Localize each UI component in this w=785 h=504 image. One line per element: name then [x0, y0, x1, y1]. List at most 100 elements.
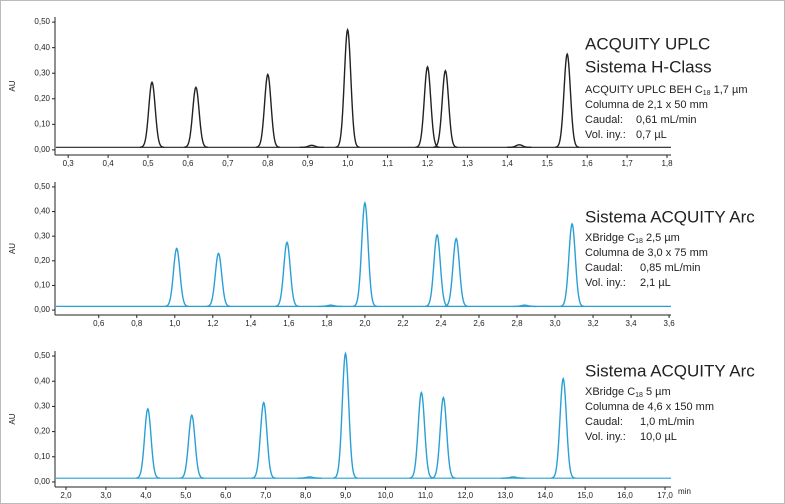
peak: [183, 86, 209, 148]
column-dimensions: Columna de 2,1 x 50 mm: [585, 99, 708, 111]
column-subscript: 18: [703, 90, 711, 97]
x-tick-label: 1,8: [661, 159, 673, 168]
peak: [179, 413, 204, 479]
flow-label: Caudal:: [585, 114, 623, 126]
column-suffix: 5 µm: [643, 386, 671, 398]
y-axis-label: AU: [8, 243, 17, 254]
x-tick-label: 13,0: [497, 491, 513, 500]
x-tick-label: 1,0: [169, 319, 181, 328]
flow-label: Caudal:: [585, 416, 623, 428]
column-name: XBridge C18 2,5 µm: [585, 232, 680, 245]
x-tick-label: 10,0: [378, 491, 394, 500]
x-tick-label: 3,2: [587, 319, 599, 328]
y-axis-label: AU: [8, 413, 17, 424]
x-tick-label: 8,0: [300, 491, 312, 500]
peak: [415, 65, 440, 148]
peak: [251, 401, 276, 479]
y-axis-label: AU: [8, 80, 17, 91]
x-tick-label: 0,6: [93, 319, 105, 328]
x-tick-label: 1,7: [622, 159, 634, 168]
x-tick-label: 5,0: [180, 491, 192, 500]
x-tick-label: 0,7: [222, 159, 234, 168]
column-suffix: 2,5 µm: [643, 232, 680, 244]
column-subscript: 18: [635, 392, 643, 399]
x-tick-label: 15,0: [577, 491, 593, 500]
x-tick-label: 12,0: [458, 491, 474, 500]
x-axis-label: min: [678, 487, 691, 496]
y-tick-label: 0,30: [34, 402, 50, 411]
peak: [318, 304, 343, 308]
peak: [433, 69, 458, 148]
peak: [555, 52, 580, 148]
column-suffix: 1,7 µm: [711, 84, 748, 96]
y-tick-label: 0,40: [34, 207, 50, 216]
x-tick-label: 1,4: [245, 319, 257, 328]
x-tick-label: 1,5: [542, 159, 554, 168]
peak: [333, 351, 358, 479]
volume-label: Vol. iny.:: [585, 277, 626, 289]
volume-label: Vol. iny.:: [585, 129, 626, 141]
x-tick-label: 2,0: [60, 491, 72, 500]
peak: [501, 476, 526, 479]
x-tick-label: 0,5: [142, 159, 154, 168]
y-tick-label: 0,00: [34, 145, 50, 154]
volume-label: Vol. iny.:: [585, 431, 626, 443]
y-tick-label: 0,30: [34, 68, 50, 77]
x-tick-label: 2,6: [473, 319, 485, 328]
x-tick-label: 11,0: [418, 491, 434, 500]
peak: [135, 407, 160, 479]
x-tick-label: 1,8: [321, 319, 333, 328]
x-tick-label: 0,8: [131, 319, 143, 328]
volume-value: 2,1 µL: [640, 277, 671, 289]
column-subscript: 18: [635, 238, 643, 245]
x-tick-label: 1,4: [502, 159, 514, 168]
peak: [139, 80, 165, 148]
column-name: ACQUITY UPLC BEH C18 1,7 µm: [585, 84, 747, 97]
panel-title: Sistema ACQUITY Arc: [585, 361, 755, 380]
x-tick-label: 1,6: [582, 159, 594, 168]
x-tick-label: 1,2: [422, 159, 434, 168]
y-tick-label: 0,40: [34, 43, 50, 52]
y-tick-label: 0,30: [34, 231, 50, 240]
x-tick-label: 0,4: [103, 159, 115, 168]
x-tick-label: 14,0: [537, 491, 553, 500]
x-tick-label: 3,6: [664, 319, 676, 328]
x-tick-label: 17,0: [657, 491, 673, 500]
x-tick-label: 3,0: [549, 319, 561, 328]
panel-title: Sistema ACQUITY Arc: [585, 207, 755, 226]
x-tick-label: 0,8: [262, 159, 274, 168]
x-tick-label: 3,4: [626, 319, 638, 328]
y-tick-label: 0,10: [34, 281, 50, 290]
peak: [164, 247, 189, 307]
peak: [352, 200, 378, 307]
flow-label: Caudal:: [585, 262, 623, 274]
x-tick-label: 6,0: [220, 491, 232, 500]
peak: [409, 391, 434, 479]
column-dimensions: Columna de 3,0 x 75 mm: [585, 247, 708, 259]
y-tick-label: 0,10: [34, 452, 50, 461]
peak: [255, 73, 280, 148]
y-tick-label: 0,20: [34, 256, 50, 265]
peak: [425, 233, 450, 307]
x-tick-label: 1,0: [342, 159, 354, 168]
x-tick-label: 2,0: [359, 319, 371, 328]
y-tick-label: 0,00: [34, 477, 50, 486]
peak: [431, 396, 456, 479]
panel-title: ACQUITY UPLC: [585, 34, 710, 53]
flow-value: 0,85 mL/min: [640, 262, 701, 274]
column-prefix: XBridge C: [585, 386, 635, 398]
peak: [297, 476, 322, 479]
x-tick-label: 3,0: [100, 491, 112, 500]
column-dimensions: Columna de 4,6 x 150 mm: [585, 401, 714, 413]
peak: [551, 376, 576, 479]
peak: [560, 222, 585, 307]
x-tick-label: 0,3: [63, 159, 75, 168]
y-tick-label: 0,50: [34, 351, 50, 360]
x-tick-label: 0,6: [182, 159, 194, 168]
flow-value: 1,0 mL/min: [640, 416, 694, 428]
x-tick-label: 16,0: [617, 491, 633, 500]
x-tick-label: 1,6: [283, 319, 295, 328]
peak: [275, 240, 299, 307]
